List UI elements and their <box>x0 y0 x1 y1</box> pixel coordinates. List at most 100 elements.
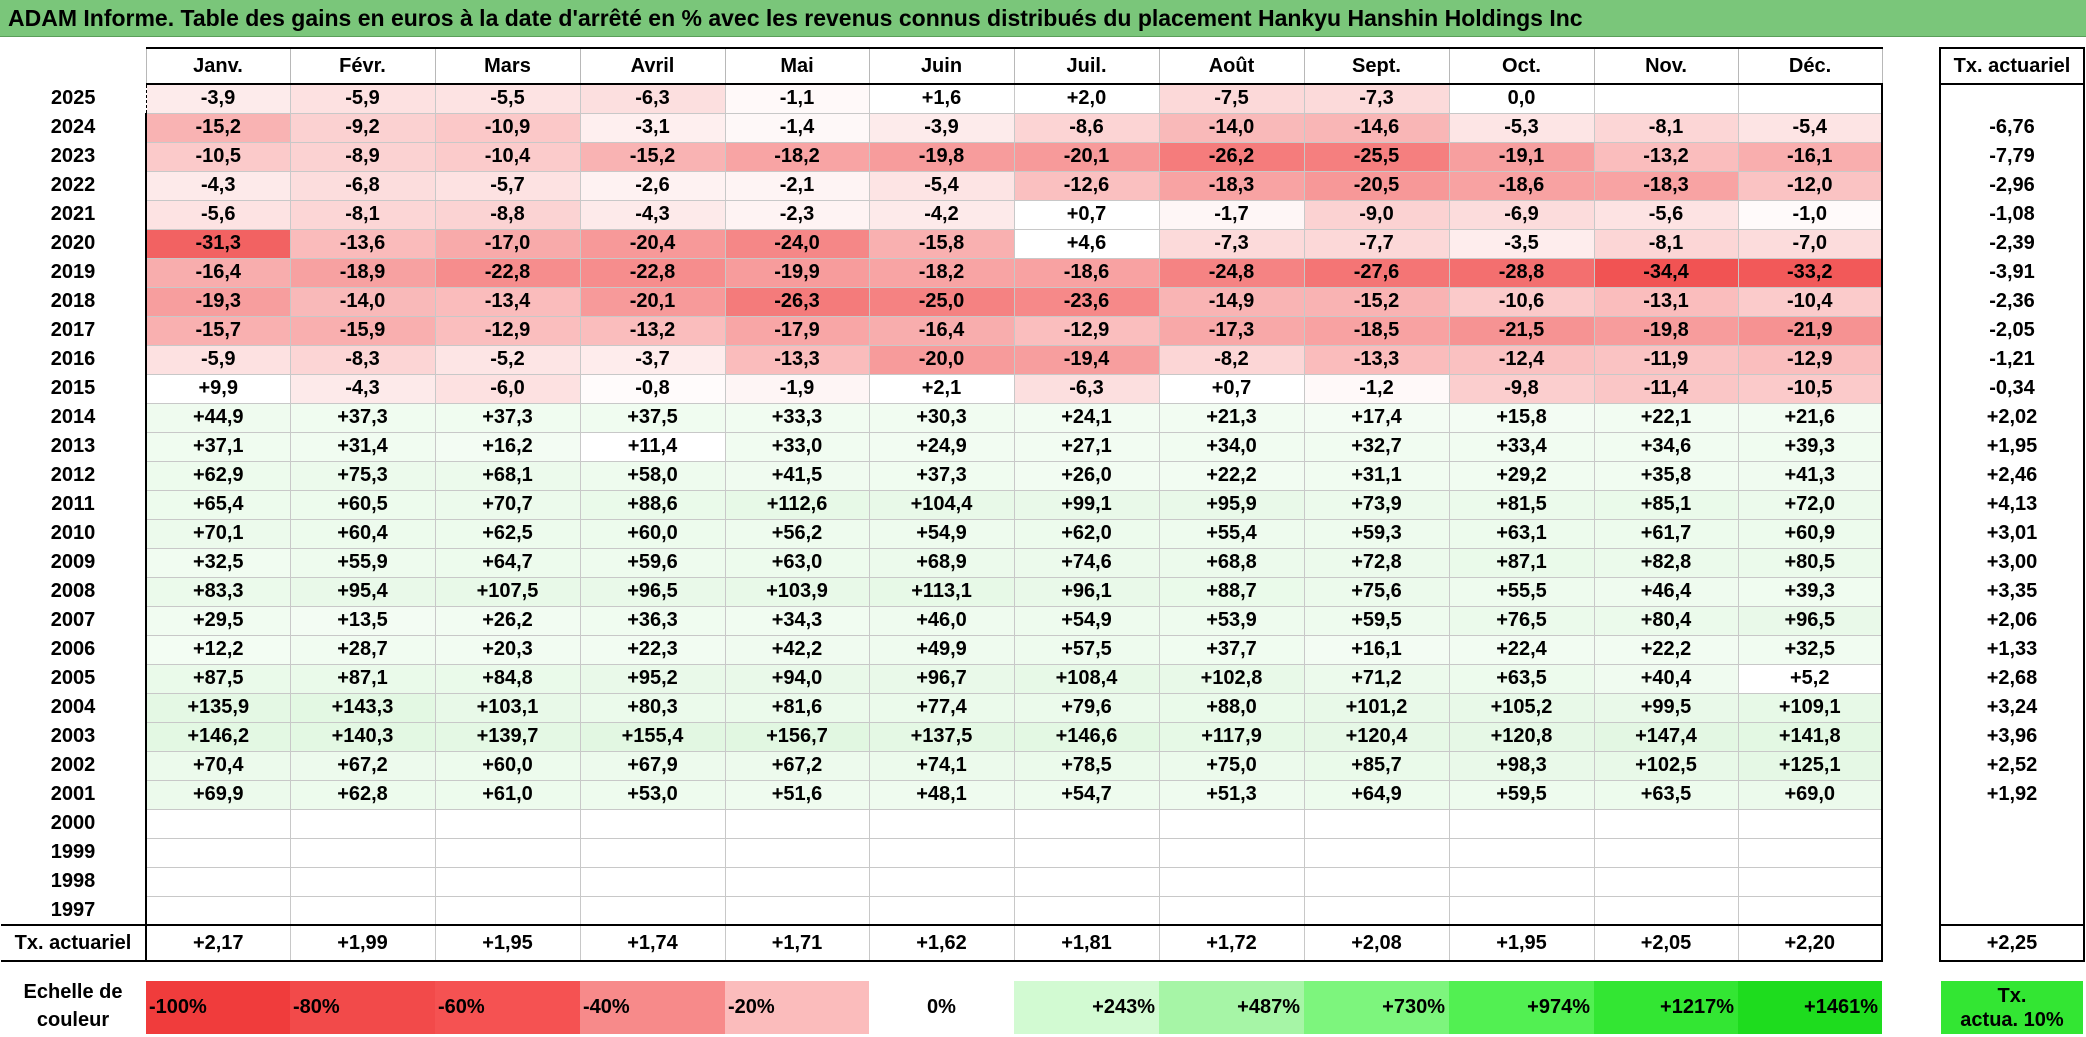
gain-cell: +137,5 <box>868 721 1015 752</box>
gain-cell: +120,4 <box>1303 721 1450 752</box>
gain-cell: -18,2 <box>724 141 870 172</box>
gain-cell: +60,0 <box>434 750 581 781</box>
gain-cell <box>868 895 1015 926</box>
gain-cell: -14,9 <box>1158 286 1305 317</box>
gain-cell: -7,3 <box>1158 228 1305 259</box>
color-scale-swatch: -40% <box>580 981 725 1034</box>
table-row: 2003 +146,2 +140,3 +139,7 +155,4 +156,7 +137,5… <box>1 721 1883 752</box>
gain-cell: +63,5 <box>1593 779 1739 810</box>
gain-cell: -17,9 <box>724 315 870 346</box>
gain-cell: +104,4 <box>868 489 1015 520</box>
gain-cell: +32,7 <box>1303 431 1450 462</box>
gain-cell: +88,7 <box>1158 576 1305 607</box>
gain-cell <box>434 808 581 839</box>
rate-row: +3,96 <box>1939 722 2085 751</box>
month-header: Févr. <box>289 47 436 85</box>
gain-cell: -5,6 <box>145 199 291 230</box>
gain-cell: -13,4 <box>434 286 581 317</box>
gain-cell: +60,4 <box>289 518 436 549</box>
gain-cell: +22,2 <box>1158 460 1305 491</box>
gain-cell: -15,2 <box>145 112 291 143</box>
gain-cell: +21,6 <box>1737 402 1883 433</box>
gain-cell: +64,9 <box>1303 779 1450 810</box>
gain-cell: +16,1 <box>1303 634 1450 665</box>
gain-cell: +107,5 <box>434 576 581 607</box>
gain-cell: -1,7 <box>1158 199 1305 230</box>
gain-cell: +56,2 <box>724 518 870 549</box>
gain-cell: +101,2 <box>1303 692 1450 723</box>
annual-rate-cell: +2,20 <box>1737 924 1883 962</box>
gain-cell: +64,7 <box>434 547 581 578</box>
gain-cell: -9,2 <box>289 112 436 143</box>
gain-cell: +70,4 <box>145 750 291 781</box>
rate-cell: +4,13 <box>1939 490 2085 519</box>
gain-cell: +75,0 <box>1158 750 1305 781</box>
rate-cell: -7,79 <box>1939 142 2085 171</box>
gain-cell: -33,2 <box>1737 257 1883 288</box>
gain-cell: +48,1 <box>868 779 1015 810</box>
gain-cell: -18,6 <box>1448 170 1595 201</box>
color-scale-swatch: +974% <box>1449 981 1594 1034</box>
gain-cell: +5,2 <box>1737 663 1883 694</box>
gain-cell: -19,3 <box>145 286 291 317</box>
rate-cell: -1,08 <box>1939 200 2085 229</box>
rate-cell: -2,39 <box>1939 229 2085 258</box>
gain-cell: +96,5 <box>1737 605 1883 636</box>
gain-cell <box>145 866 291 897</box>
rate-cell <box>1939 838 2085 867</box>
gain-cell: -12,4 <box>1448 344 1595 375</box>
gain-cell: +35,8 <box>1593 460 1739 491</box>
gain-cell: -13,2 <box>1593 141 1739 172</box>
gain-cell: +53,9 <box>1158 605 1305 636</box>
gain-cell: -3,7 <box>579 344 726 375</box>
gain-cell: -12,0 <box>1737 170 1883 201</box>
gain-cell: +59,6 <box>579 547 726 578</box>
title-bar: ADAM Informe. Table des gains en euros à… <box>0 0 2086 37</box>
gain-cell: -18,2 <box>868 257 1015 288</box>
gain-cell: +84,8 <box>434 663 581 694</box>
table-row: 2019 -16,4 -18,9 -22,8 -22,8 -19,9 -18,2 -18,6-… <box>1 257 1883 288</box>
gain-cell: -5,9 <box>289 83 436 114</box>
gain-cell: +11,4 <box>579 431 726 462</box>
annual-rate-cell: +2,08 <box>1303 924 1450 962</box>
gain-cell: -4,2 <box>868 199 1015 230</box>
gain-cell: -9,0 <box>1303 199 1450 230</box>
month-header: Sept. <box>1303 47 1450 85</box>
gain-cell: -5,7 <box>434 170 581 201</box>
gain-cell: +147,4 <box>1593 721 1739 752</box>
gain-cell <box>289 895 436 926</box>
rate-row: -2,05 <box>1939 316 2085 345</box>
rate-row: +3,01 <box>1939 519 2085 548</box>
gain-cell: -8,2 <box>1158 344 1305 375</box>
rate-cell: +2,68 <box>1939 664 2085 693</box>
gain-cell: +71,2 <box>1303 663 1450 694</box>
rate-row: +3,35 <box>1939 577 2085 606</box>
gain-cell: -2,1 <box>724 170 870 201</box>
rate-row: +1,95 <box>1939 432 2085 461</box>
gain-cell: +140,3 <box>289 721 436 752</box>
rate-row <box>1939 84 2085 113</box>
year-label: 1998 <box>50 870 96 892</box>
year-label: 2000 <box>50 812 96 834</box>
color-scale-swatch: -20% <box>725 981 869 1034</box>
gain-cell: +31,1 <box>1303 460 1450 491</box>
rate-cell: +2,52 <box>1939 751 2085 780</box>
rate-cell: -6,76 <box>1939 113 2085 142</box>
gain-cell: -20,0 <box>868 344 1015 375</box>
gain-cell: -24,0 <box>724 228 870 259</box>
gain-cell <box>724 895 870 926</box>
gain-cell: -19,8 <box>1593 315 1739 346</box>
gain-cell: -8,6 <box>1013 112 1160 143</box>
gain-cell: -3,9 <box>145 83 291 114</box>
rate-cell: +3,96 <box>1939 722 2085 751</box>
gain-cell <box>579 895 726 926</box>
gain-cell: -12,9 <box>1013 315 1160 346</box>
color-scale-swatch: +243% <box>1014 981 1159 1034</box>
gain-cell: +2,0 <box>1013 83 1160 114</box>
gain-cell: -23,6 <box>1013 286 1160 317</box>
color-scale-label-line2: couleur <box>36 1009 110 1031</box>
gain-cell: +60,0 <box>579 518 726 549</box>
rate-cell: -0,34 <box>1939 374 2085 403</box>
gain-cell: -25,0 <box>868 286 1015 317</box>
gain-cell: -28,8 <box>1448 257 1595 288</box>
